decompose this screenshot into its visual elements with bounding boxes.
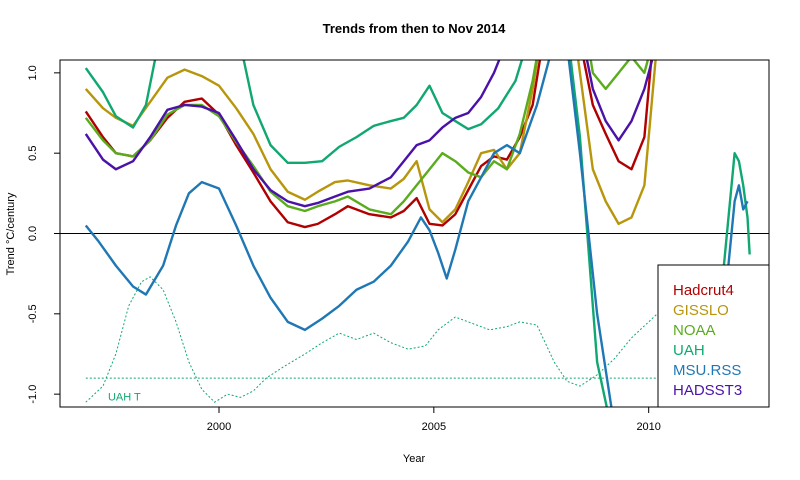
legend-box [657, 264, 770, 408]
y-axis-label: Trend °C/century [5, 192, 17, 275]
uah-t-label: UAH T [108, 392, 141, 404]
series-line-msu-rss [84, 60, 749, 407]
series-line-hadcrut4 [84, 60, 653, 229]
series-line-gisslo [84, 60, 657, 226]
legend-entry: Hadcrut4 [673, 282, 734, 299]
y-tick-label: 0.0 [27, 226, 39, 241]
legend-entry: HADSST3 [673, 382, 742, 399]
series-line-uah [84, 60, 751, 407]
legend-entry: GISSLO [673, 302, 729, 319]
uah-t-line [85, 276, 684, 403]
x-tick-label: 2010 [636, 421, 660, 433]
x-tick-label: 2005 [422, 421, 446, 433]
legend-entry: NOAA [673, 322, 716, 339]
series-layer: UAH T [60, 60, 769, 407]
plot-frame [59, 59, 770, 408]
x-axis-label: Year [403, 453, 426, 465]
y-tick-label: 1.0 [27, 65, 39, 80]
y-tick-label: -1.0 [27, 385, 39, 404]
axes: 2000 2005 2010 -1.0 -0.5 0.0 0.5 1.0 [27, 65, 661, 433]
series-line-hadsst3 [84, 60, 654, 208]
y-tick-label: -0.5 [27, 304, 39, 323]
y-tick-label: 0.5 [27, 146, 39, 161]
legend-entry: UAH [673, 342, 705, 359]
chart-title: Trends from then to Nov 2014 [323, 21, 507, 36]
legend-entry: MSU.RSS [673, 362, 741, 379]
legend: Hadcrut4 GISSLO NOAA UAH MSU.RSS HADSST3 [657, 264, 770, 408]
x-tick-label: 2000 [207, 421, 231, 433]
